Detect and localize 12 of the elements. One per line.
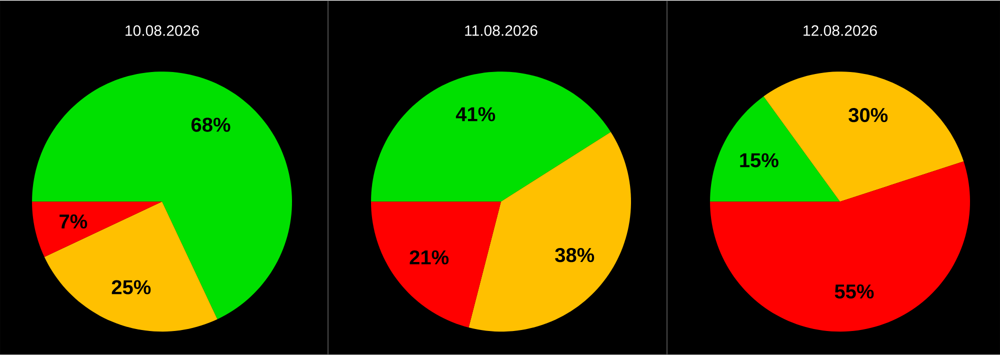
data-label: 68%	[191, 118, 230, 132]
data-label: 7%	[60, 214, 88, 228]
chart-title: 12.08.2026	[804, 25, 877, 36]
data-label: 38%	[555, 248, 594, 262]
chart-title: 10.08.2026	[126, 25, 199, 36]
data-label: 55%	[834, 284, 874, 298]
data-label: 21%	[410, 250, 449, 264]
data-label: 15%	[740, 153, 778, 168]
data-label: 41%	[456, 107, 496, 122]
chart-title: 11.08.2026	[465, 25, 538, 36]
data-label: 25%	[112, 280, 151, 294]
data-label: 30%	[848, 108, 888, 122]
